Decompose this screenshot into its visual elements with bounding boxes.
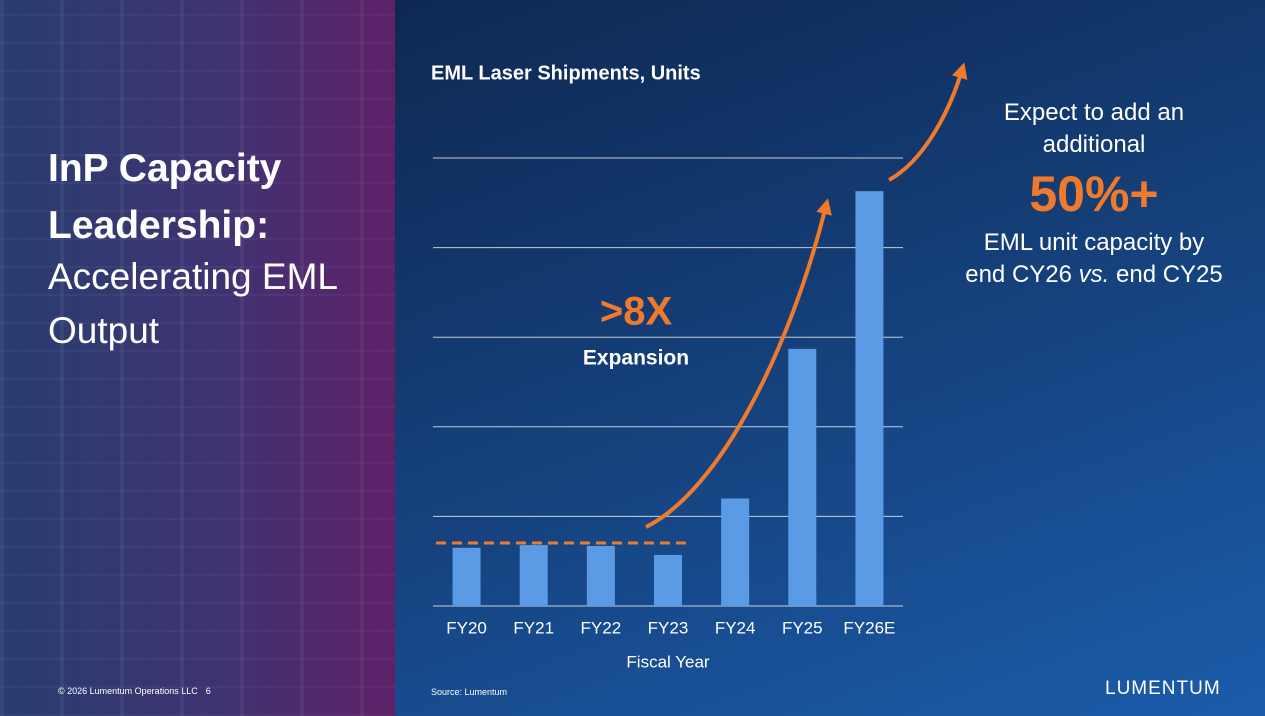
callout-tail-b: end CY25 xyxy=(1116,261,1223,288)
left-panel xyxy=(0,0,395,716)
growth-arrow xyxy=(645,198,832,529)
x-axis-label: Fiscal Year xyxy=(626,652,709,671)
x-tick-label: FY23 xyxy=(648,618,689,637)
bars xyxy=(452,191,884,607)
callout-tail-line: end CY26 vs. end CY25 xyxy=(944,259,1244,291)
bar xyxy=(654,554,682,606)
slide-title-regular: Accelerating EML Output xyxy=(48,256,337,351)
callout-figure: 50%+ xyxy=(1029,166,1159,222)
bar xyxy=(519,545,548,606)
source: Source: Lumentum xyxy=(431,687,508,697)
copyright: © 2026 Lumentum Operations LLC xyxy=(58,686,198,696)
x-tick-label: FY24 xyxy=(715,618,756,637)
x-tick-label: FY25 xyxy=(782,618,823,637)
callout: Expect to add an additional 50%+ EML uni… xyxy=(964,97,1224,291)
callout-tail-a: end CY26 xyxy=(965,261,1072,288)
callout-lead: Expect to add an additional xyxy=(1003,99,1185,158)
x-tick-label: FY20 xyxy=(446,618,487,637)
capacity-arrow xyxy=(888,62,968,182)
bar xyxy=(788,348,817,606)
logo: LUMENTUM xyxy=(1105,678,1221,699)
bar xyxy=(586,545,615,606)
x-tick-label: FY21 xyxy=(513,618,554,637)
annotation-label: Expansion xyxy=(583,347,689,370)
grid xyxy=(433,157,903,607)
page-number: 6 xyxy=(205,686,211,696)
callout-italic: vs. xyxy=(1078,261,1110,288)
callout-tail: EML unit capacity by xyxy=(983,229,1205,256)
slide-title-bold: InP Capacity Leadership: xyxy=(48,147,282,247)
bar xyxy=(855,191,884,607)
bar xyxy=(721,498,750,606)
annotation-multiple: >8X xyxy=(600,290,673,334)
bar xyxy=(452,547,481,606)
x-tick-label: FY22 xyxy=(581,618,622,637)
x-tick-label: FY26E xyxy=(843,618,895,637)
chart-title: EML Laser Shipments, Units xyxy=(431,62,701,84)
footer: © 2026 Lumentum Operations LLC 6 xyxy=(58,686,211,696)
